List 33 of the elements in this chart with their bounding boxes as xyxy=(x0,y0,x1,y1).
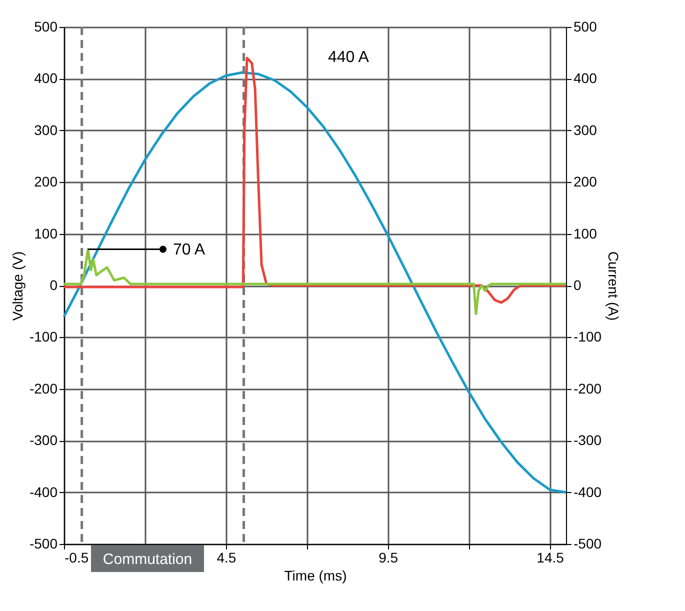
x-tick-label: -0.5 xyxy=(64,550,89,566)
line-series xyxy=(62,71,568,494)
y-tick-label: -300 xyxy=(29,432,58,448)
y2-tick-label: -500 xyxy=(574,536,602,552)
y2-tick-label: 200 xyxy=(574,174,598,190)
y2-tick-label: 300 xyxy=(574,122,598,138)
y2-tick-label: 400 xyxy=(574,70,598,86)
y-tick-label: -400 xyxy=(29,484,58,500)
y-tick-label: 200 xyxy=(34,174,58,190)
y2-tick-label: 500 xyxy=(574,18,598,34)
y-tick-label: -500 xyxy=(29,536,58,552)
y-tick-label: -200 xyxy=(29,380,58,396)
annotation: 70 A xyxy=(172,241,206,258)
annotation: 440 A xyxy=(328,49,370,66)
x-tick-label: 4.5 xyxy=(216,550,236,566)
y2-tick-label: -400 xyxy=(574,484,602,500)
y2-tick-label: -200 xyxy=(574,380,602,396)
x-tick-label: 9.5 xyxy=(378,550,398,566)
y2-axis-title: Current (A) xyxy=(606,251,622,321)
y-axis-title: Voltage (V) xyxy=(9,251,26,321)
y-tick-label: 0 xyxy=(50,277,58,293)
x-axis-title: Time (ms) xyxy=(284,568,347,584)
y2-tick-label: 100 xyxy=(574,225,598,242)
y-tick-label: -100 xyxy=(29,328,58,345)
y-tick-label: 100 xyxy=(34,225,58,242)
y2-tick-label: 0 xyxy=(574,277,582,293)
y2-tick-label: -300 xyxy=(574,432,602,448)
y-tick-label: 400 xyxy=(34,70,58,86)
x-tick-label: 14.5 xyxy=(536,550,564,566)
text: Commutation xyxy=(102,551,192,568)
y-tick-label: 300 xyxy=(34,122,58,138)
y-tick-label: 500 xyxy=(34,18,58,34)
y2-tick-label: -100 xyxy=(574,328,602,345)
